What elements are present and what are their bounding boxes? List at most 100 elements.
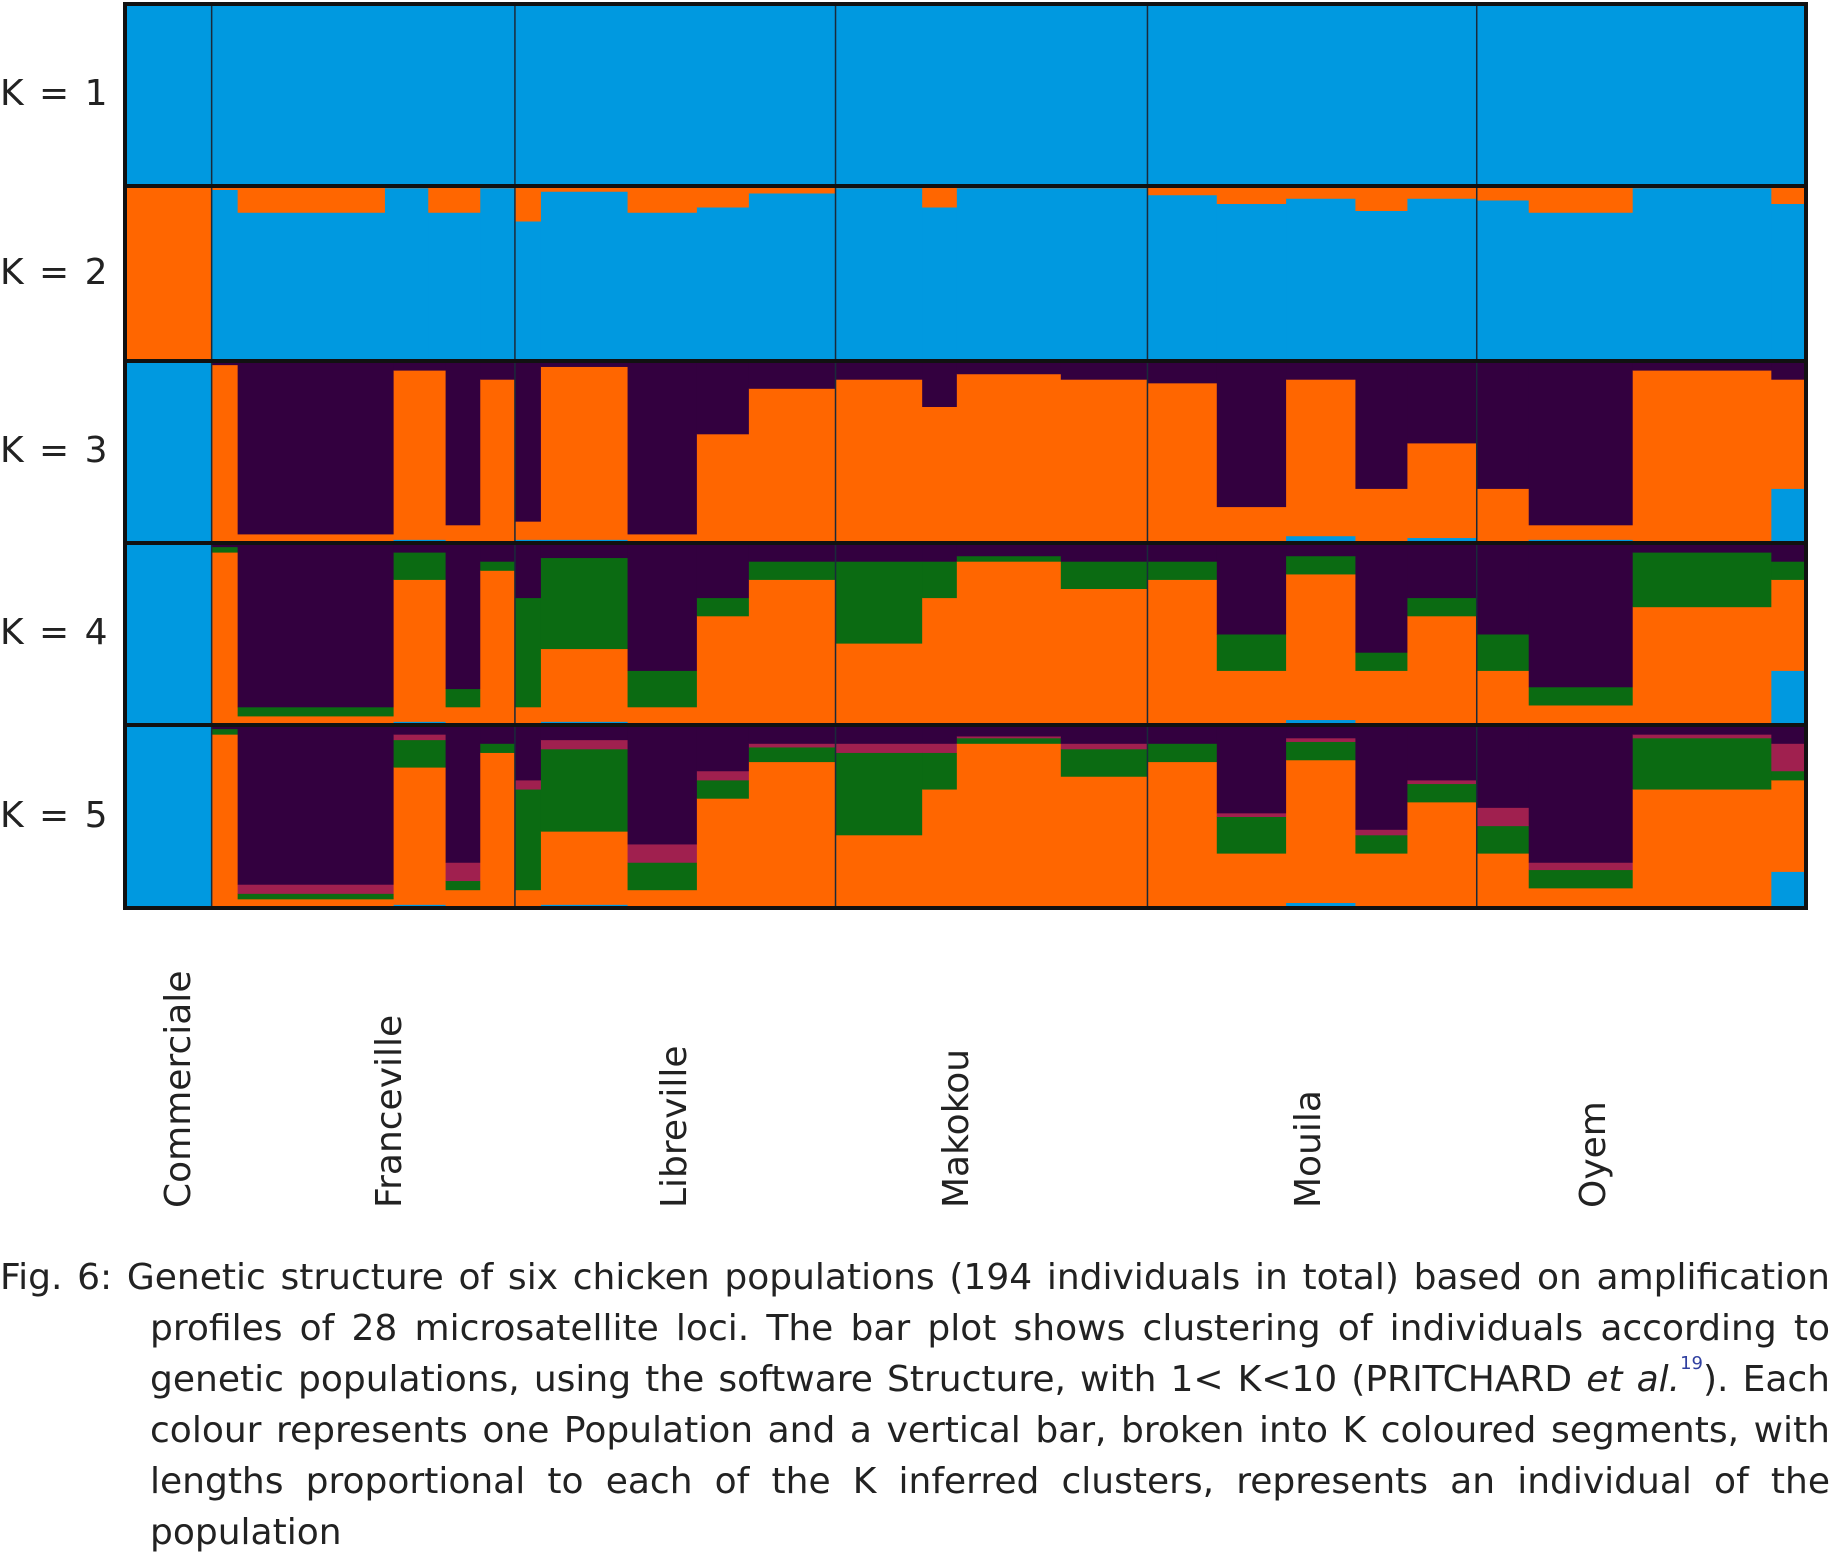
cluster-segment [922,561,958,599]
cluster-segment [1528,361,1634,526]
cluster-segment [1528,725,1634,863]
cluster-segment [540,648,629,722]
cluster-segment [514,521,542,540]
cluster-segment [1632,370,1772,544]
cluster-segment [835,361,923,380]
cluster-segment [237,212,386,362]
cluster-segment [1060,776,1148,909]
cluster-segment [1216,361,1287,508]
cluster-segment [627,862,698,891]
cluster-segment [1632,734,1772,739]
cluster-segment [1771,561,1807,580]
cluster-segment [237,715,395,726]
cluster-segment [480,187,516,362]
cluster-segment [1407,615,1478,726]
cluster-segment [428,186,481,213]
cluster-segment [1771,579,1807,671]
cluster-segment [956,737,1062,744]
cluster-segment [1528,543,1634,688]
cluster-segment [835,543,923,562]
cluster-segment [445,361,481,526]
cluster-segment [922,406,958,544]
cluster-segment [922,186,958,208]
cluster-segment [696,615,750,726]
cluster-segment [627,186,698,213]
cluster-segment [1632,361,1772,371]
cluster-segment [748,186,837,194]
cluster-segment [237,543,395,708]
cluster-segment [922,752,958,790]
cluster-segment [835,725,923,744]
cluster-segment [956,735,1062,739]
cluster-segment [1355,488,1408,544]
k-label: K = 2 [0,251,110,293]
cluster-segment [1771,779,1807,872]
population-label: Mouila [1288,1090,1329,1208]
cluster-segment [1286,725,1356,739]
cluster-segment [1216,670,1287,726]
cluster-segment [1216,853,1287,909]
cluster-segment [1060,748,1148,777]
cluster-segment [1216,816,1287,854]
cluster-segment [956,543,1062,557]
cluster-segment [1528,869,1634,889]
cluster-segment [1286,543,1356,557]
cluster-segment [393,552,447,580]
cluster-segment [835,643,923,726]
cluster-segment [1147,743,1218,763]
cluster-segment [1476,361,1530,489]
cluster-segment [514,706,542,726]
cluster-segment [1476,488,1530,544]
cluster-segment [1060,379,1148,544]
cluster-segment [1216,186,1287,204]
cluster-segment [1528,524,1634,540]
cluster-segment [748,543,837,562]
cluster-segment [1060,743,1148,750]
cluster-segment [748,388,837,544]
k-label: K = 1 [0,73,110,114]
cluster-segment [393,361,447,371]
cluster-segment [1060,588,1148,726]
cluster-segment [922,361,958,407]
cluster-segment [1286,759,1356,904]
cluster-segment [1147,361,1218,384]
caption-italic: et al. [1586,1359,1681,1400]
cluster-segment [627,533,698,544]
cluster-segment [514,4,837,187]
cluster-segment [956,187,1062,362]
cluster-segment [1060,187,1148,362]
cluster-segment [1407,361,1478,444]
cluster-segment [211,189,239,362]
cluster-segment [393,739,447,768]
cluster-segment [1147,194,1218,362]
cluster-segment [1771,203,1807,362]
cluster-segment [540,366,629,540]
cluster-segment [1355,834,1408,854]
cluster-segment [627,212,698,362]
cluster-segment [1286,902,1356,909]
plot-frame [123,2,1808,910]
cluster-segment [1476,853,1530,909]
cluster-segment [1216,634,1287,671]
cluster-segment [1476,807,1530,827]
structure-bar-plot [123,2,1808,910]
cluster-segment [1771,379,1807,489]
cluster-segment [696,725,750,772]
cluster-segment [514,779,542,790]
cluster-segment [1216,812,1287,817]
cluster-segment [1147,186,1218,196]
cluster-segment [1407,725,1478,781]
cluster-segment [1355,829,1408,836]
cluster-segment [393,579,447,722]
cluster-segment [1407,597,1478,617]
cluster-segment [922,597,958,726]
cluster-segment [1771,770,1807,781]
cluster-segment [237,898,395,909]
cluster-segment [1407,783,1478,803]
population-label: Franceville [369,1014,410,1208]
cluster-segment [1771,543,1807,562]
cluster-segment [540,557,629,650]
cluster-segment [125,361,213,544]
cluster-segment [696,779,750,799]
cluster-segment [922,207,958,362]
